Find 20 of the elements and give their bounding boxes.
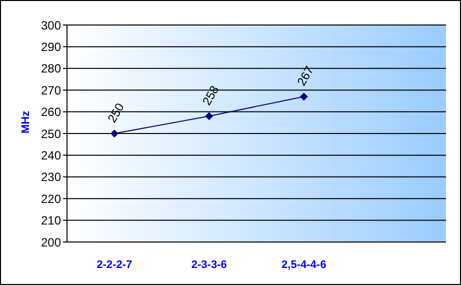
y-tick-label: 230	[40, 170, 62, 184]
data-label: 258	[200, 83, 222, 108]
x-tick-label: 2,5-4-4-6	[282, 258, 326, 271]
y-tick-label: 210	[40, 214, 62, 228]
point	[300, 92, 308, 101]
y-tick-label: 250	[40, 126, 62, 141]
y-axis-title: MHz	[20, 110, 32, 134]
y-tick-label: 290	[40, 40, 62, 54]
y-tick-label: 240	[40, 148, 62, 162]
point	[110, 130, 118, 138]
y-tick-label: 200	[40, 235, 62, 250]
y-tick-label: 220	[40, 192, 62, 206]
y-tick-label: 260	[40, 105, 62, 120]
y-tick-label: 300	[40, 18, 62, 32]
x-tick-label: 2-3-3-6	[191, 258, 227, 271]
y-tick-label: 270	[40, 83, 62, 98]
x-tick-label: 2-2-2-7	[96, 258, 132, 271]
point	[205, 112, 214, 120]
data-label: 250	[104, 100, 128, 125]
y-tick-label: 280	[40, 62, 62, 76]
